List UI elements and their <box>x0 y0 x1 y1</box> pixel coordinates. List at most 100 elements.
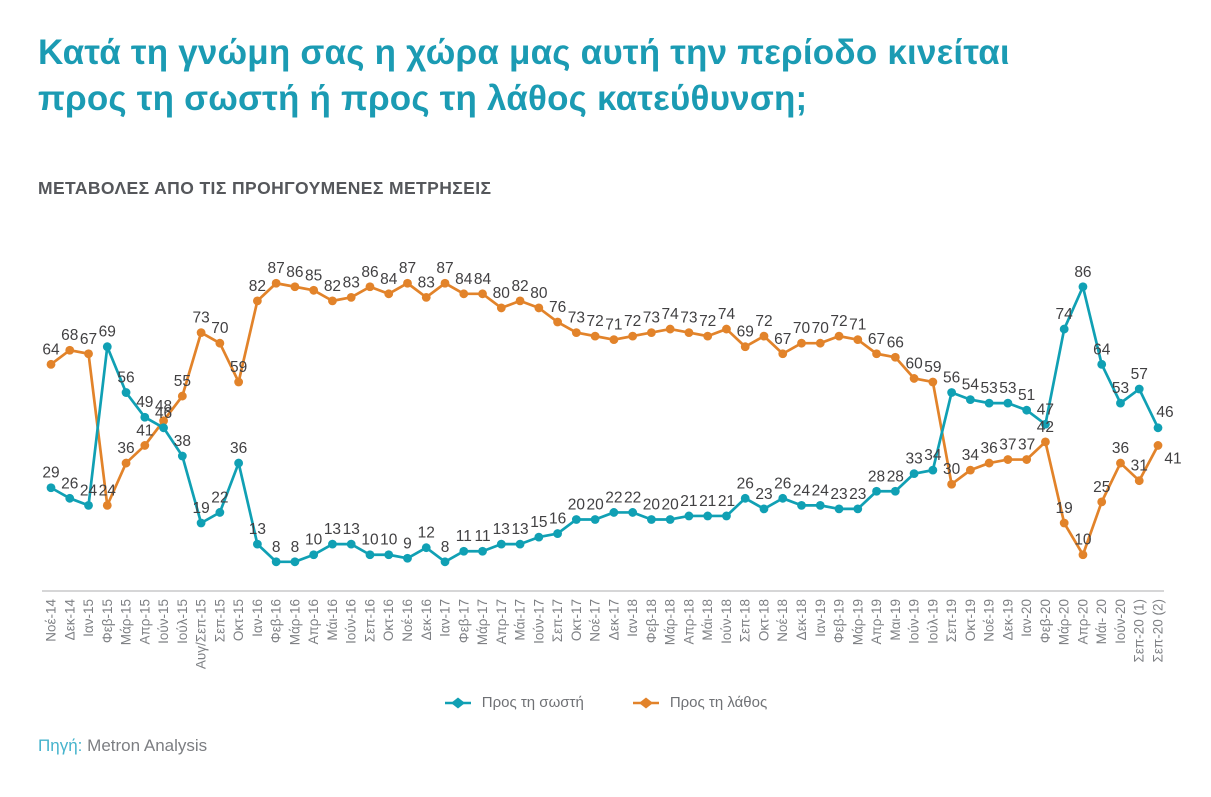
x-axis-label: Φεβ-15 <box>100 599 115 643</box>
data-point <box>909 374 919 383</box>
value-label: 10 <box>361 532 379 549</box>
x-axis-label: Ιούν-15 <box>156 599 171 644</box>
value-label: 25 <box>1093 479 1110 496</box>
value-label: 56 <box>117 370 134 387</box>
data-point <box>834 504 844 514</box>
data-point <box>290 557 300 567</box>
x-axis-label: Φεβ-18 <box>644 599 659 643</box>
x-axis-label: Μαι-19 <box>888 599 903 641</box>
x-axis-label: Οκτ-16 <box>381 599 396 641</box>
value-label: 13 <box>324 521 341 538</box>
x-axis-label: Φεβ-19 <box>832 599 847 643</box>
value-label: 84 <box>380 271 398 288</box>
data-point <box>628 508 638 517</box>
value-label: 24 <box>80 482 98 499</box>
x-axis-label: Οκτ-18 <box>756 599 771 641</box>
data-point <box>778 349 788 359</box>
value-label: 23 <box>755 486 772 503</box>
x-axis-label: Δεκ-18 <box>794 599 809 640</box>
data-point <box>1059 518 1069 528</box>
data-point <box>797 338 806 348</box>
data-point <box>740 342 750 352</box>
value-label: 57 <box>1131 366 1148 383</box>
value-label: 41 <box>1164 450 1181 467</box>
data-point <box>309 550 319 560</box>
data-point <box>478 289 487 299</box>
value-label: 10 <box>380 532 398 549</box>
value-label: 24 <box>812 482 830 499</box>
data-point <box>196 518 206 528</box>
legend-marker-wrong-icon <box>632 697 659 708</box>
data-point <box>890 486 900 496</box>
data-point <box>778 493 788 503</box>
value-label: 29 <box>42 465 59 482</box>
value-label: 11 <box>474 528 490 545</box>
page-title: Κατά τη γνώμη σας η χώρα μας αυτή την πε… <box>38 33 1010 118</box>
value-label: 86 <box>286 264 303 281</box>
data-point <box>1134 384 1144 394</box>
value-label: 28 <box>887 468 904 485</box>
data-point <box>102 500 112 510</box>
value-label: 24 <box>793 482 811 499</box>
value-label: 86 <box>1074 264 1091 281</box>
value-label: 48 <box>155 398 172 415</box>
value-label: 53 <box>999 380 1016 397</box>
value-label: 55 <box>174 373 191 390</box>
data-point <box>421 543 431 553</box>
data-point <box>853 504 863 514</box>
x-axis-label: Οκτ-15 <box>231 599 246 641</box>
value-label: 13 <box>493 521 510 538</box>
value-label: 72 <box>624 313 641 330</box>
data-point <box>1059 324 1069 334</box>
value-label: 33 <box>905 451 922 468</box>
value-label: 66 <box>887 334 904 351</box>
data-point <box>365 282 375 292</box>
data-point <box>665 324 675 334</box>
value-label: 70 <box>793 320 811 337</box>
value-label: 22 <box>605 489 622 506</box>
legend-label-wrong: Προς τη λάθος <box>669 694 768 711</box>
data-point <box>684 328 694 338</box>
legend-marker-right-icon <box>444 697 471 708</box>
x-axis-label: Σεπ-20 (1) <box>1132 599 1147 662</box>
value-label: 36 <box>1112 440 1129 457</box>
x-axis-label: Νοέ-18 <box>775 599 790 642</box>
data-point <box>234 458 244 468</box>
value-label: 41 <box>136 422 153 439</box>
data-point <box>815 338 825 348</box>
value-label: 68 <box>61 327 78 344</box>
value-label: 26 <box>774 475 791 492</box>
data-point <box>590 331 600 341</box>
x-axis-label: Ιαν-16 <box>250 599 265 637</box>
x-axis-label: Φεβ-17 <box>456 599 471 643</box>
data-point <box>403 553 412 563</box>
value-label: 72 <box>699 313 716 330</box>
data-point <box>65 345 75 355</box>
value-label: 26 <box>737 475 754 492</box>
data-point <box>1153 423 1163 433</box>
data-point <box>703 511 713 521</box>
data-point <box>271 557 281 567</box>
x-axis-label: Νοέ-14 <box>44 599 59 642</box>
data-point <box>984 398 994 408</box>
data-point <box>46 483 56 493</box>
x-axis-label: Φεβ-20 <box>1038 599 1053 643</box>
x-axis-label: Δεκ-17 <box>606 599 621 640</box>
x-axis-label: Ιαν-17 <box>438 599 453 637</box>
data-point <box>703 331 713 341</box>
value-label: 13 <box>511 521 528 538</box>
value-label: 19 <box>192 500 209 517</box>
data-point <box>1003 455 1013 464</box>
value-label: 22 <box>624 489 641 506</box>
value-label: 49 <box>136 394 153 411</box>
value-label: 11 <box>456 528 472 545</box>
x-axis-label: Οκτ-19 <box>963 599 978 641</box>
value-label: 85 <box>305 267 322 284</box>
value-label: 37 <box>999 437 1016 454</box>
value-label: 87 <box>268 260 285 277</box>
value-label: 21 <box>699 493 716 510</box>
x-axis-label: Ιούν-16 <box>344 599 359 644</box>
data-point <box>965 395 975 404</box>
data-point <box>609 508 619 517</box>
data-point <box>346 292 356 302</box>
